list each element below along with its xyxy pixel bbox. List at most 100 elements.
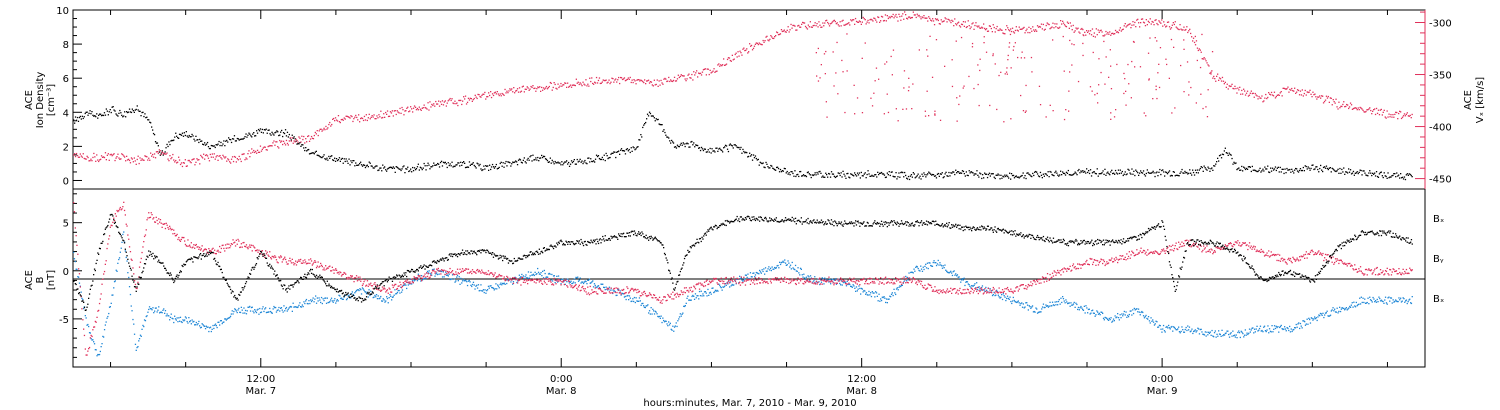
data-point — [1178, 175, 1180, 177]
data-point — [191, 247, 193, 249]
data-point — [405, 168, 407, 170]
data-point — [955, 273, 957, 275]
data-point — [990, 173, 992, 175]
data-point — [1285, 88, 1287, 90]
data-point — [852, 284, 854, 286]
data-point — [829, 278, 831, 280]
data-point — [788, 262, 790, 264]
data-point — [209, 326, 212, 328]
data-point — [263, 146, 265, 148]
data-point — [755, 157, 757, 160]
data-point — [736, 146, 738, 148]
data-point — [500, 161, 502, 163]
data-point — [385, 111, 387, 114]
data-point — [1327, 168, 1329, 171]
data-point — [75, 268, 77, 270]
data-point — [1230, 85, 1232, 87]
data-point — [892, 13, 894, 16]
data-point — [555, 162, 557, 164]
data-point — [1341, 168, 1343, 171]
data-point — [970, 26, 972, 28]
data-point — [276, 261, 278, 263]
data-point — [1052, 22, 1054, 24]
data-point — [960, 23, 963, 25]
data-point — [691, 140, 693, 143]
data-point — [341, 118, 343, 121]
data-point — [906, 17, 908, 19]
data-point — [1125, 26, 1127, 28]
data-point — [973, 174, 975, 176]
data-point — [476, 287, 479, 289]
data-point — [932, 173, 934, 176]
data-point — [1369, 299, 1372, 301]
data-point — [1349, 306, 1352, 308]
data-point — [1051, 173, 1053, 176]
top-left-tick-label: 6 — [63, 74, 69, 85]
data-point — [516, 161, 518, 163]
data-point — [1229, 333, 1231, 335]
data-point — [1399, 110, 1401, 112]
data-point — [978, 286, 980, 288]
data-point — [1261, 95, 1263, 97]
data-point — [1060, 297, 1062, 299]
data-point — [302, 144, 304, 146]
data-point — [1026, 28, 1028, 30]
data-point — [1294, 327, 1296, 329]
data-point — [234, 309, 237, 311]
data-point — [1224, 147, 1226, 149]
data-point — [1256, 170, 1258, 173]
data-point — [1213, 332, 1216, 334]
data-point — [1375, 107, 1378, 110]
data-point — [922, 266, 924, 268]
data-point — [1092, 309, 1094, 311]
data-point — [1316, 319, 1318, 322]
data-point — [643, 124, 645, 126]
data-point — [584, 159, 586, 162]
data-point — [914, 14, 916, 16]
data-point — [1315, 166, 1317, 168]
data-point — [1068, 27, 1070, 29]
data-point — [909, 175, 912, 177]
data-point — [123, 155, 125, 157]
data-point — [1270, 167, 1272, 169]
data-point — [299, 142, 301, 144]
data-point — [301, 304, 303, 306]
data-point — [171, 139, 173, 142]
data-point — [1027, 172, 1029, 174]
data-point — [998, 174, 1000, 176]
data-point — [1366, 301, 1368, 304]
data-point — [366, 164, 368, 166]
data-point — [878, 16, 880, 19]
data-point — [471, 163, 473, 165]
data-point — [513, 161, 515, 164]
data-point — [352, 120, 354, 123]
top-right-tick-label: -400 — [1429, 123, 1452, 134]
data-point — [895, 13, 897, 16]
data-point — [1141, 172, 1144, 174]
data-point — [169, 143, 171, 146]
data-point — [455, 103, 457, 105]
data-point — [113, 109, 115, 111]
data-point — [204, 142, 206, 144]
data-point — [808, 26, 810, 28]
data-point — [474, 288, 476, 290]
data-point — [1067, 302, 1069, 305]
data-point — [966, 26, 968, 28]
data-point — [360, 117, 362, 120]
data-point — [158, 306, 160, 308]
data-point — [198, 320, 200, 323]
data-point — [461, 164, 463, 166]
data-point — [1008, 46, 1010, 48]
data-point — [290, 139, 292, 141]
data-point — [953, 171, 955, 173]
data-point — [856, 290, 858, 292]
data-point — [1046, 174, 1048, 177]
data-point — [1165, 26, 1167, 28]
data-point — [685, 302, 687, 304]
data-point — [208, 330, 210, 333]
data-point — [617, 151, 619, 153]
data-point — [1225, 332, 1227, 334]
data-point — [112, 106, 114, 108]
data-point — [861, 288, 863, 290]
data-point — [349, 117, 351, 119]
